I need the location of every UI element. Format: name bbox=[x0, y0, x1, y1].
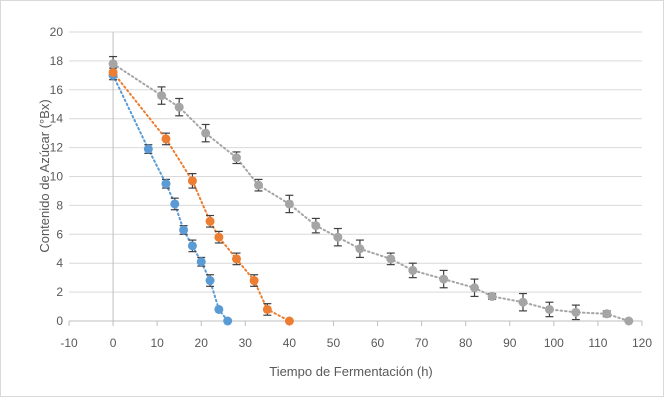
x-tick-label: -10 bbox=[60, 336, 78, 350]
data-point-series-1 bbox=[223, 316, 233, 326]
data-point-series-3 bbox=[487, 291, 497, 301]
data-point-series-3 bbox=[284, 199, 294, 209]
data-point-series-3 bbox=[157, 91, 167, 101]
trendline-series-1 bbox=[112, 74, 229, 322]
x-tick-label: 30 bbox=[239, 336, 253, 350]
gridlines bbox=[69, 31, 642, 293]
data-point-series-3 bbox=[201, 128, 211, 138]
data-point-series-3 bbox=[544, 304, 554, 314]
data-point-series-3 bbox=[311, 221, 321, 231]
data-points bbox=[108, 59, 634, 326]
y-axis-title: Contenido de Azúcar (°Bx) bbox=[37, 99, 52, 252]
data-point-series-3 bbox=[408, 265, 418, 275]
y-tick-label: 16 bbox=[50, 83, 64, 97]
x-tick-label: 50 bbox=[327, 336, 341, 350]
data-point-series-3 bbox=[386, 254, 396, 264]
tick-labels: 0 2 4 6 8 10 12 14 16 18 20 -10 0 10 20 30 40 50 60 70 80 90 1… bbox=[50, 25, 653, 350]
data-point-series-1 bbox=[187, 241, 197, 251]
trendlines bbox=[112, 62, 630, 322]
data-point-series-3 bbox=[602, 309, 612, 319]
y-tick-label: 0 bbox=[56, 314, 63, 328]
data-point-series-3 bbox=[439, 274, 449, 284]
y-tick-label: 18 bbox=[50, 54, 64, 68]
data-point-series-3 bbox=[355, 244, 365, 254]
data-point-series-3 bbox=[108, 59, 118, 69]
data-point-series-2 bbox=[249, 276, 259, 286]
data-point-series-3 bbox=[470, 283, 480, 293]
data-point-series-3 bbox=[174, 102, 184, 112]
data-point-series-1 bbox=[179, 225, 189, 235]
x-tick-label: 20 bbox=[195, 336, 209, 350]
y-tick-label: 4 bbox=[56, 256, 63, 270]
data-point-series-1 bbox=[205, 276, 215, 286]
data-point-series-2 bbox=[231, 254, 241, 264]
x-tick-label: 100 bbox=[544, 336, 564, 350]
error-bars bbox=[109, 55, 611, 321]
data-point-series-3 bbox=[254, 180, 264, 190]
data-point-series-2 bbox=[161, 134, 171, 144]
data-point-series-1 bbox=[161, 179, 171, 189]
x-tick-label: 60 bbox=[371, 336, 385, 350]
data-point-series-1 bbox=[143, 144, 153, 154]
y-tick-label: 10 bbox=[50, 170, 64, 184]
x-tick-label: 80 bbox=[459, 336, 473, 350]
data-point-series-3 bbox=[333, 232, 343, 242]
y-tick-label: 14 bbox=[50, 112, 64, 126]
trendline-series-2 bbox=[112, 71, 291, 322]
data-point-series-3 bbox=[624, 316, 634, 326]
data-point-series-2 bbox=[187, 176, 197, 186]
x-tick-label: 90 bbox=[503, 336, 517, 350]
x-tick-label: 70 bbox=[415, 336, 429, 350]
data-point-series-2 bbox=[262, 304, 272, 314]
data-point-series-3 bbox=[231, 153, 241, 163]
x-tick-label: 120 bbox=[632, 336, 652, 350]
data-point-series-1 bbox=[214, 304, 224, 314]
x-tick-label: 0 bbox=[110, 336, 117, 350]
y-tick-label: 8 bbox=[56, 198, 63, 212]
x-axis-title: Tiempo de Fermentación (h) bbox=[269, 364, 433, 379]
x-tick-label: 110 bbox=[588, 336, 607, 350]
data-point-series-2 bbox=[214, 232, 224, 242]
data-point-series-2 bbox=[284, 316, 294, 326]
data-point-series-1 bbox=[196, 257, 206, 267]
y-tick-label: 2 bbox=[56, 285, 63, 299]
y-tick-label: 12 bbox=[50, 141, 64, 155]
x-tick-label: 40 bbox=[283, 336, 297, 350]
data-point-series-2 bbox=[108, 67, 118, 77]
x-tick-label: 10 bbox=[150, 336, 164, 350]
trendline-series-3 bbox=[112, 62, 630, 322]
y-tick-label: 20 bbox=[50, 25, 64, 39]
data-point-series-2 bbox=[205, 216, 215, 226]
axes bbox=[68, 32, 643, 326]
data-point-series-3 bbox=[571, 307, 581, 317]
y-tick-label: 6 bbox=[56, 227, 63, 241]
data-point-series-1 bbox=[170, 199, 180, 209]
data-point-series-3 bbox=[518, 297, 528, 307]
